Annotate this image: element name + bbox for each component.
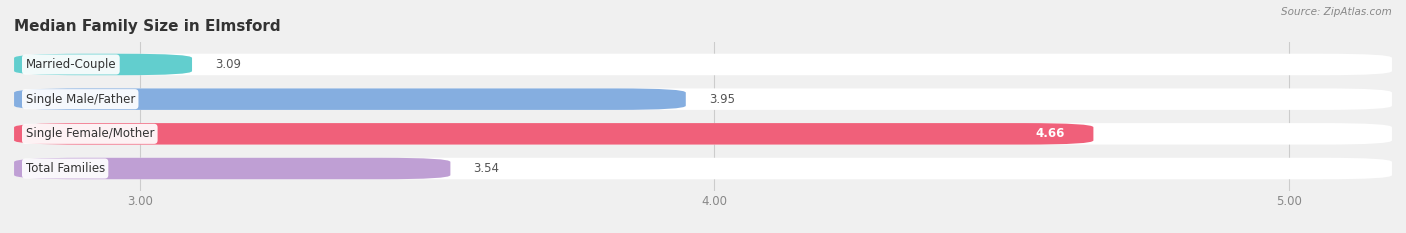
FancyBboxPatch shape <box>14 88 686 110</box>
Text: Single Female/Mother: Single Female/Mother <box>25 127 155 140</box>
Text: 3.09: 3.09 <box>215 58 240 71</box>
FancyBboxPatch shape <box>14 88 1392 110</box>
Text: 4.66: 4.66 <box>1035 127 1064 140</box>
Text: Total Families: Total Families <box>25 162 105 175</box>
Text: Median Family Size in Elmsford: Median Family Size in Elmsford <box>14 19 281 34</box>
FancyBboxPatch shape <box>14 158 1392 179</box>
Text: 3.95: 3.95 <box>709 93 735 106</box>
FancyBboxPatch shape <box>14 123 1094 145</box>
Text: Source: ZipAtlas.com: Source: ZipAtlas.com <box>1281 7 1392 17</box>
Text: Married-Couple: Married-Couple <box>25 58 117 71</box>
FancyBboxPatch shape <box>14 54 1392 75</box>
Text: Single Male/Father: Single Male/Father <box>25 93 135 106</box>
Text: 3.54: 3.54 <box>474 162 499 175</box>
FancyBboxPatch shape <box>14 54 193 75</box>
FancyBboxPatch shape <box>14 158 450 179</box>
FancyBboxPatch shape <box>14 123 1392 145</box>
